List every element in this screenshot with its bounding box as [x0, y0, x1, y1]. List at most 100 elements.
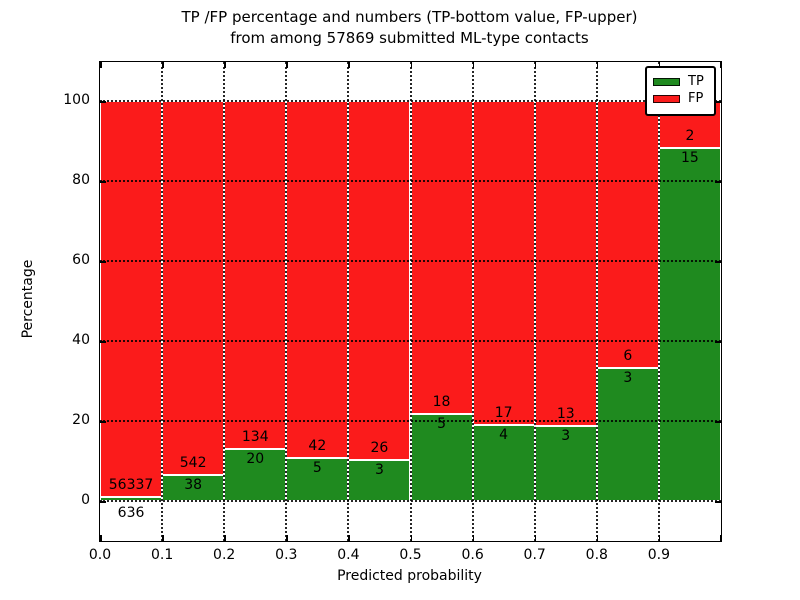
x-tick-label: 0.6: [461, 547, 484, 563]
grid-vline: [657, 62, 660, 541]
bar-fp-segment: [348, 101, 411, 460]
x-tick-label: 0.3: [275, 547, 298, 563]
bar-fp-segment: [472, 101, 535, 425]
bar-count-label-fp: 6: [623, 347, 633, 364]
x-tick-mark: [348, 62, 350, 68]
chart-title-line1: TP /FP percentage and numbers (TP-bottom…: [181, 8, 638, 26]
grid-hline: [100, 500, 721, 502]
x-tick-mark: [534, 62, 537, 68]
plot-area: 56337 636 542 38 134 20 42 5 26 3 18 5 17 4 13 3 6 3 2 15 0.…: [63, 61, 722, 563]
y-tick-mark: [100, 341, 106, 343]
x-tick-mark: [534, 535, 537, 541]
x-tick-mark: [410, 535, 412, 541]
bar-fp-segment: [162, 101, 225, 475]
y-tick-mark: [100, 181, 106, 183]
y-tick-label: 60: [72, 252, 90, 268]
bar-fp-segment: [534, 101, 597, 426]
y-tick-mark: [100, 261, 106, 263]
y-tick-mark: [715, 261, 721, 263]
y-tick-label: 20: [72, 412, 90, 428]
x-tick-mark: [162, 535, 164, 541]
bar-count-label-fp: 542: [179, 454, 207, 471]
bar-count-label-tp: 38: [184, 476, 203, 493]
grid-hline: [100, 100, 721, 102]
bar-tp-segment: [472, 424, 535, 501]
bar-fp-segment: [286, 101, 349, 459]
bar-count-label-tp: 20: [246, 451, 265, 468]
bar-count-label-tp: 5: [437, 416, 447, 433]
bar-count-label-tp: 3: [374, 461, 384, 478]
x-tick-mark: [658, 535, 661, 541]
grid-vline: [285, 62, 288, 541]
grid-vline: [595, 62, 598, 541]
x-tick-mark: [286, 62, 288, 68]
bar-count-label-fp: 18: [432, 394, 451, 411]
x-tick-mark: [658, 62, 661, 68]
grid-vline: [533, 62, 536, 541]
legend-swatch-fp: [653, 95, 680, 103]
legend-label: FP: [688, 91, 704, 106]
y-tick-mark: [715, 421, 721, 423]
grid-vline: [223, 62, 226, 541]
grid-hline: [100, 420, 721, 422]
bar-fp-segment: [224, 101, 287, 450]
bar-count-label-tp: 5: [312, 460, 322, 477]
y-tick-label: 80: [72, 172, 90, 188]
bar-count-label-fp: 56337: [108, 476, 154, 493]
chart-title-line2: from among 57869 submitted ML-type conta…: [230, 29, 589, 47]
legend-item-tp: TP: [653, 75, 708, 89]
bar-tp-segment: [596, 367, 659, 501]
x-tick-label: 0.5: [399, 547, 422, 563]
y-tick-mark: [715, 341, 721, 343]
bar-count-label-fp: 134: [241, 429, 269, 446]
y-tick-label: 100: [63, 92, 90, 108]
grid-vline: [347, 62, 350, 541]
y-tick-label: 40: [72, 332, 90, 348]
bar-fp-segment: [100, 101, 163, 497]
x-tick-label: 0.2: [213, 547, 236, 563]
x-tick-label: 0.9: [647, 547, 671, 563]
x-tick-mark: [286, 535, 288, 541]
y-tick-mark: [100, 421, 106, 423]
y-axis-label: Percentage: [20, 259, 36, 339]
x-tick-mark: [224, 62, 226, 68]
x-tick-mark: [162, 62, 164, 68]
grid-hline: [100, 180, 721, 182]
y-tick-mark: [715, 501, 721, 503]
y-tick-mark: [715, 101, 721, 103]
x-tick-label: 0.4: [337, 547, 360, 563]
x-tick-mark: [596, 62, 599, 68]
bar-tp-segment: [534, 426, 597, 501]
legend-item-fp: FP: [653, 92, 708, 106]
legend-label: TP: [688, 74, 704, 89]
bar-fp-segment: [596, 101, 659, 368]
grid-vline: [471, 62, 474, 541]
x-tick-mark: [348, 535, 350, 541]
x-tick-mark: [224, 535, 226, 541]
x-tick-mark: [596, 535, 599, 541]
grid-vline: [161, 62, 164, 541]
legend-box: TP FP: [645, 66, 716, 116]
grid-hline: [100, 260, 721, 262]
bar-count-label-tp: 4: [499, 426, 509, 443]
bar-tp-segment: [658, 148, 721, 501]
x-axis-label: Predicted probability: [337, 568, 482, 584]
bar-count-label-tp: 3: [561, 428, 571, 444]
bar-count-label-tp: 15: [681, 150, 699, 167]
bar-count-label-fp: 2: [685, 128, 695, 145]
bar-count-label-tp: 636: [117, 505, 145, 521]
x-tick-mark: [100, 535, 102, 541]
bar-count-label-fp: 42: [308, 438, 327, 455]
grid-hline: [100, 340, 721, 342]
x-tick-label: 0.0: [88, 547, 112, 563]
legend-swatch-tp: [653, 78, 680, 86]
x-tick-mark: [100, 62, 102, 68]
x-tick-label: 0.8: [585, 547, 608, 563]
bar-fp-segment: [410, 101, 473, 415]
x-tick-label: 0.7: [523, 547, 546, 563]
grid-vline: [409, 62, 412, 541]
y-tick-mark: [100, 501, 106, 503]
bar-count-label-fp: 17: [494, 404, 513, 421]
y-tick-label: 0: [81, 492, 90, 508]
